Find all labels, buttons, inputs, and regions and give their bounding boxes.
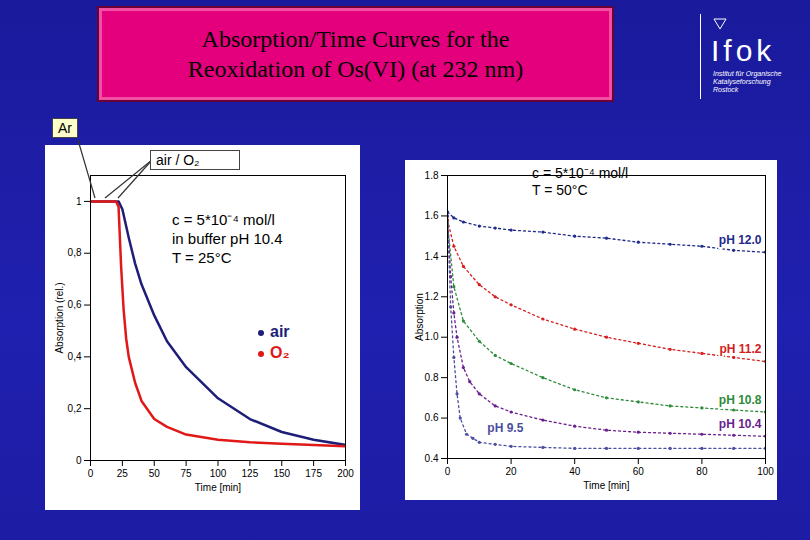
svg-text:0,6: 0,6 [68,299,82,310]
svg-text:Time [min]: Time [min] [583,480,630,491]
svg-text:pH 11.2: pH 11.2 [719,342,761,356]
html-text:Ifok: Ifok [711,34,776,67]
svg-text:1.2: 1.2 [425,291,439,302]
svg-text:Time [min]: Time [min] [195,482,242,493]
html-text:Ar: Ar [58,120,72,136]
svg-text:1: 1 [76,196,82,207]
svg-text:150: 150 [273,468,290,479]
svg-text:pH 9.5: pH 9.5 [487,421,523,435]
svg-text:pH 10.8: pH 10.8 [719,393,762,407]
svg-text:40: 40 [569,466,581,477]
svg-text:0,4: 0,4 [68,351,82,362]
svg-text:125: 125 [242,468,259,479]
svg-text:0.8: 0.8 [425,372,439,383]
svg-text:1.6: 1.6 [425,210,439,221]
svg-text:0,8: 0,8 [68,247,82,258]
svg-text:100: 100 [757,466,774,477]
html-text:O₂: O₂ [270,344,290,361]
svg-text:25: 25 [117,468,129,479]
svg-text:1.4: 1.4 [425,251,439,262]
svg-text:0.4: 0.4 [425,453,439,464]
svg-text:80: 80 [696,466,708,477]
svg-text:0: 0 [76,455,82,466]
html-text:Institut für Organische Kataly: Institut für Organische Katalyseforschun… [713,70,782,93]
svg-text:Absorption: Absorption [414,293,425,341]
svg-text:50: 50 [149,468,161,479]
svg-text:0,2: 0,2 [68,403,82,414]
html-text:c = 5*10⁻⁴ mol/l in buffer pH: c = 5*10⁻⁴ mol/l in buffer pH 10.4 T = 2… [172,211,283,266]
svg-text:0: 0 [445,466,451,477]
svg-text:Absorption (rel.): Absorption (rel.) [54,282,65,353]
html-text:c = 5*10⁻⁴ mol/l T = 50°C: c = 5*10⁻⁴ mol/l T = 50°C [532,165,629,198]
svg-text:175: 175 [305,468,322,479]
svg-text:0.6: 0.6 [425,412,439,423]
svg-text:1.8: 1.8 [425,170,439,181]
svg-text:pH 10.4: pH 10.4 [719,417,762,431]
svg-text:60: 60 [633,466,645,477]
svg-text:75: 75 [181,468,193,479]
svg-text:200: 200 [337,468,354,479]
svg-text:0: 0 [88,468,94,479]
html-text:air: air [270,323,290,340]
svg-text:20: 20 [506,466,518,477]
svg-text:pH 12.0: pH 12.0 [719,233,762,247]
svg-text:1.0: 1.0 [425,331,439,342]
html-text:air / O₂: air / O₂ [156,152,200,168]
html-text:Absorption/Time Curves for the: Absorption/Time Curves for the Reoxidati… [187,26,524,82]
svg-text:100: 100 [210,468,227,479]
